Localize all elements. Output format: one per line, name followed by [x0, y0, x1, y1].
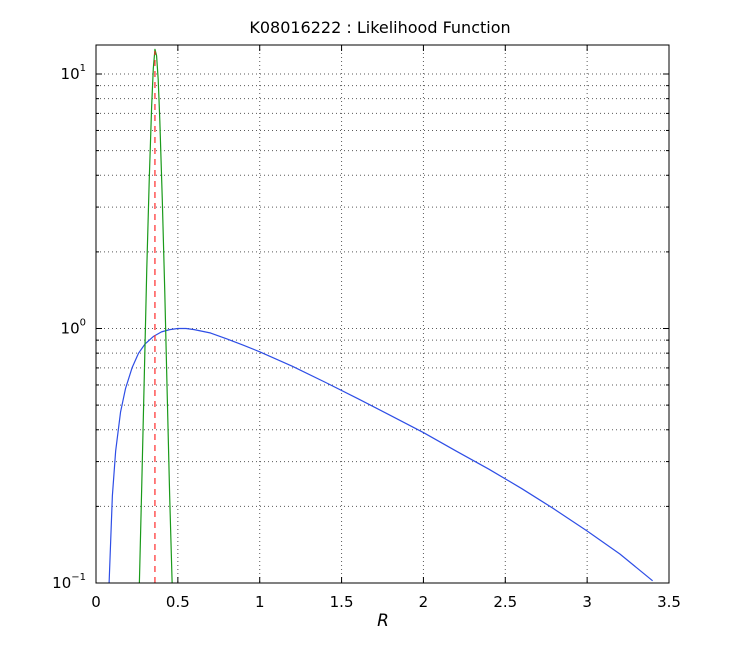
x-tick-label: 1 [255, 593, 265, 611]
x-tick-label: 3.5 [657, 593, 681, 611]
x-tick-label: 3 [582, 593, 592, 611]
plot-area [95, 44, 670, 584]
chart-title: K08016222 : Likelihood Function [249, 18, 510, 37]
series-line-2 [138, 48, 173, 583]
y-tick-labels: 10−1 100 101 [52, 63, 86, 592]
series-layer [108, 48, 654, 583]
y-tick-label: 100 [61, 317, 86, 337]
x-tick-label: 1.5 [330, 593, 354, 611]
y-tick-label: 101 [61, 63, 86, 83]
axes-frame [95, 44, 670, 584]
y-tick-label: 10−1 [52, 572, 86, 592]
tick-layer [95, 45, 670, 584]
x-tick-label: 0 [91, 593, 101, 611]
x-tick-label: 2.5 [493, 593, 517, 611]
x-tick-labels: 0 0.5 1 1.5 2 2.5 3 3.5 [91, 593, 681, 611]
grid-layer [96, 45, 669, 583]
x-axis-label: R [377, 611, 389, 631]
x-tick-label: 2 [419, 593, 429, 611]
x-tick-label: 0.5 [166, 593, 190, 611]
series-line-1 [108, 327, 654, 583]
